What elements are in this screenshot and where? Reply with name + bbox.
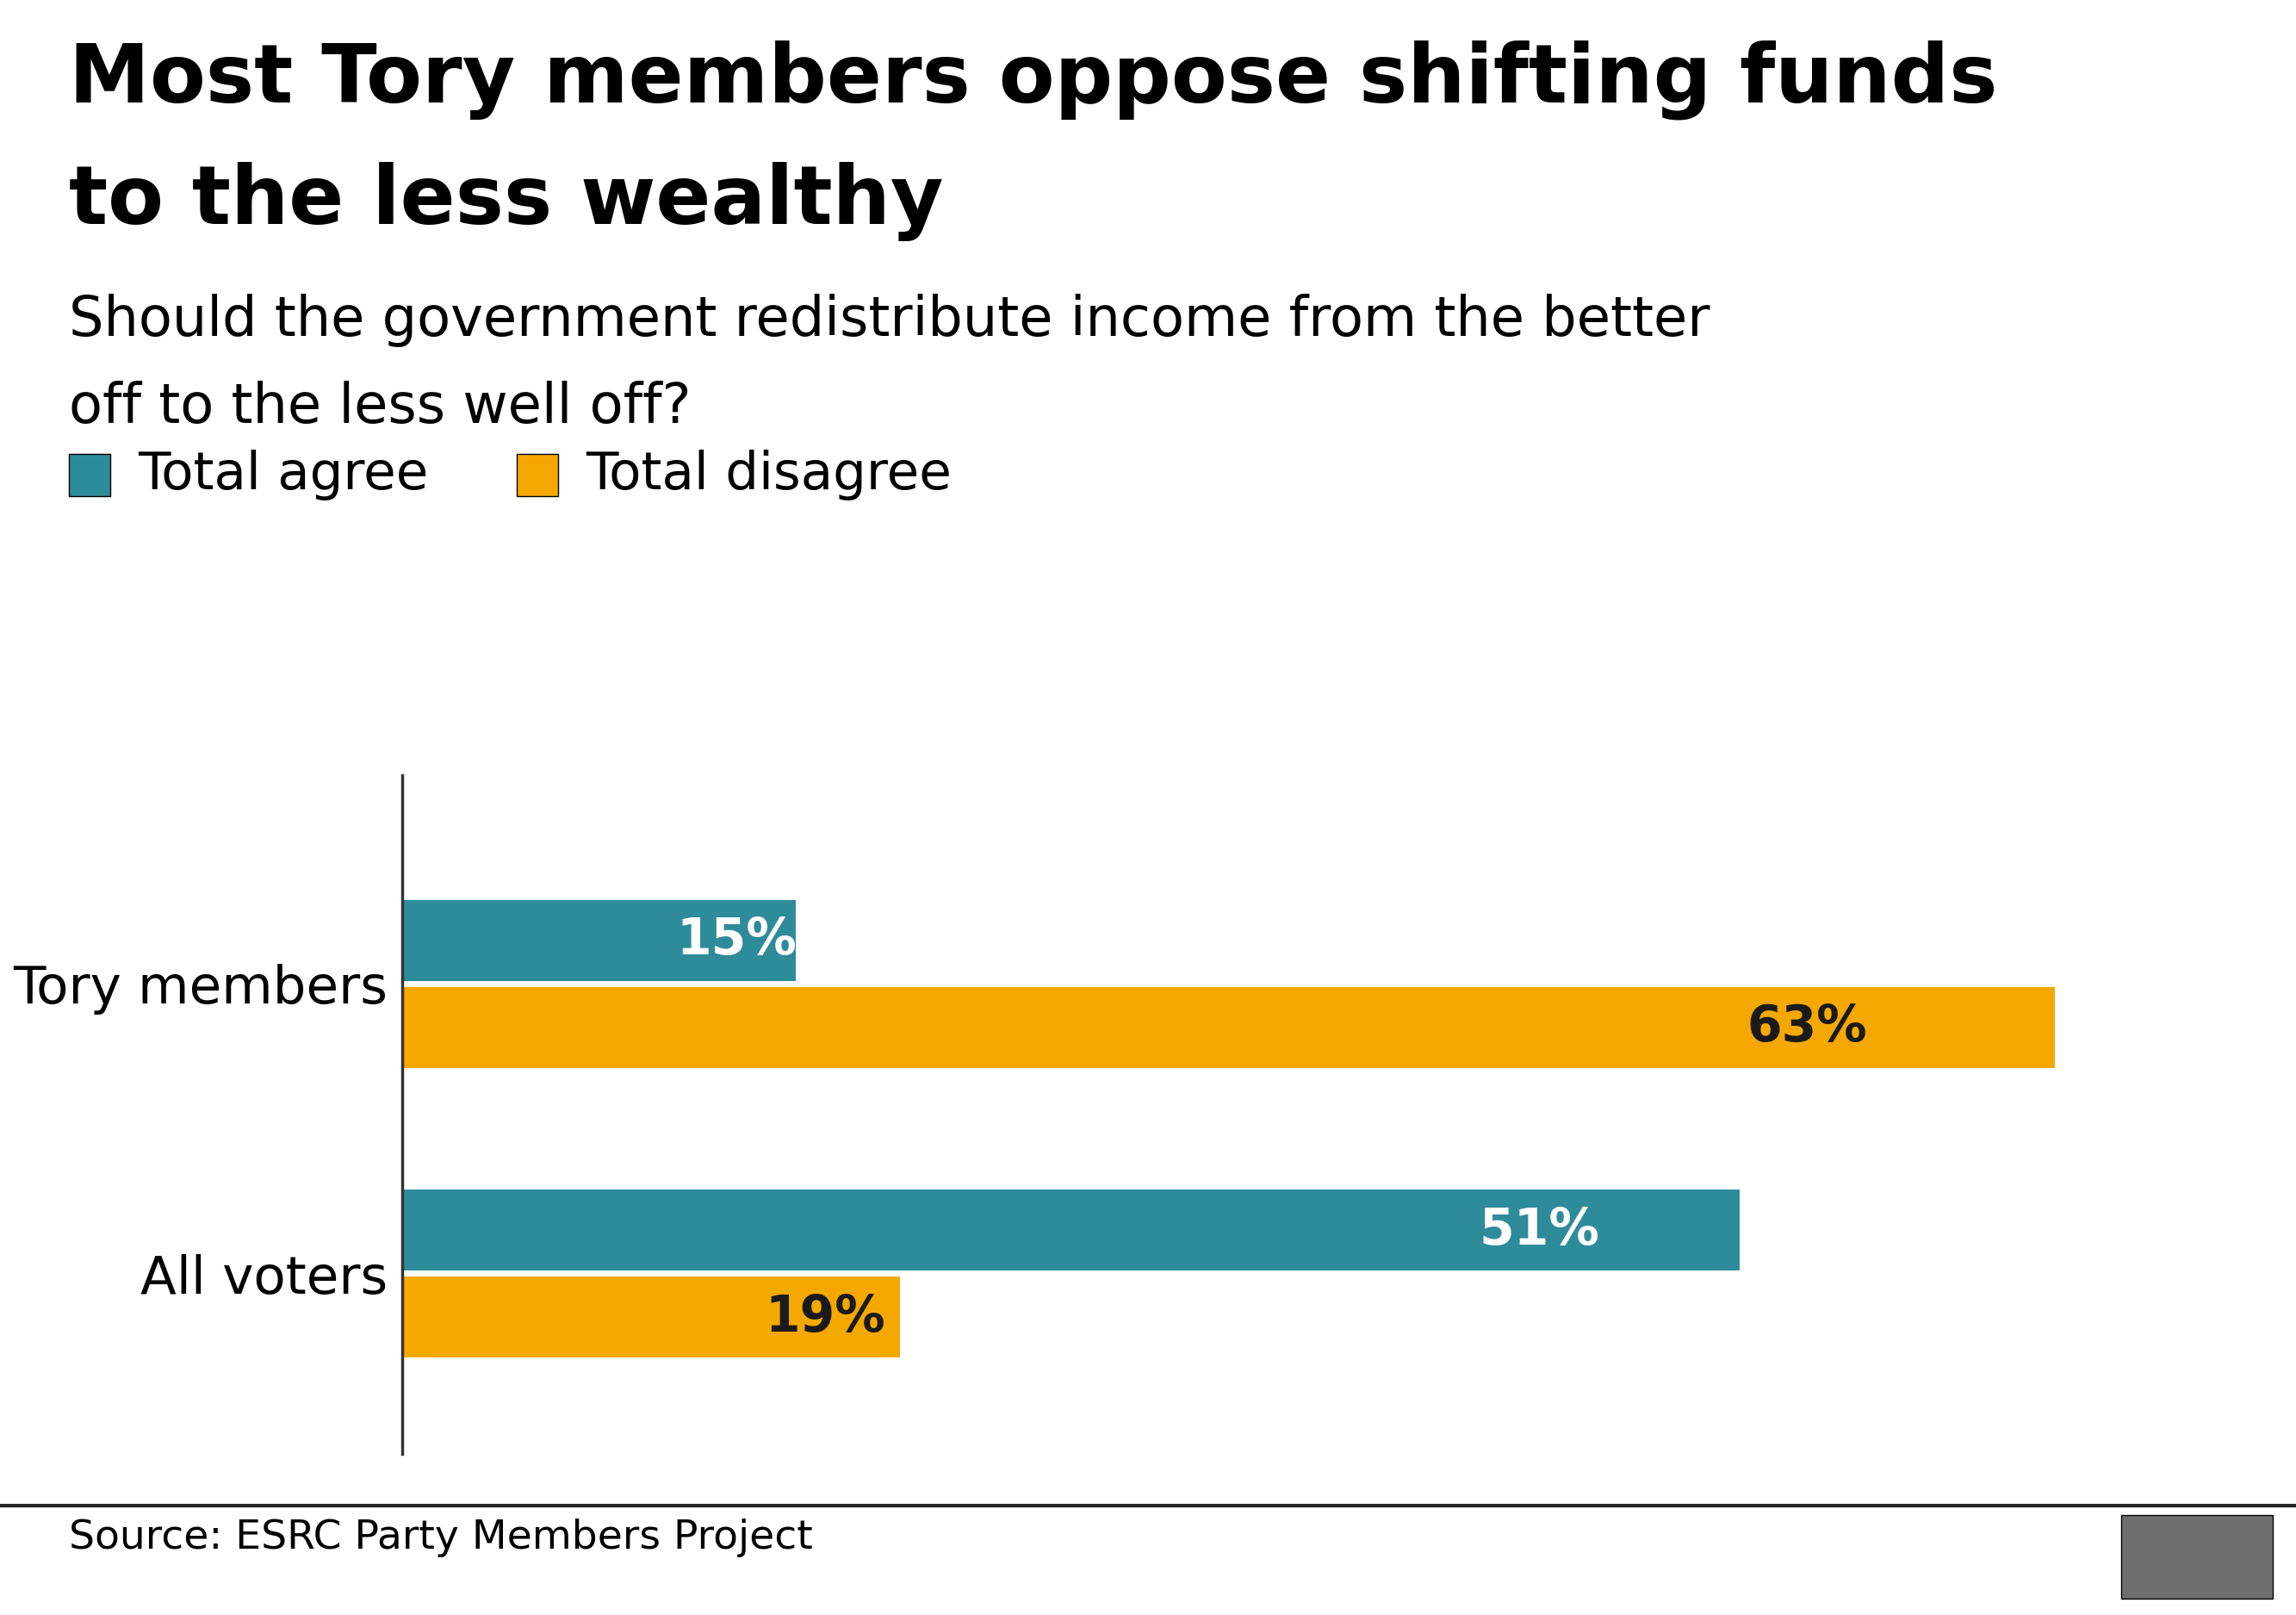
Text: 63%: 63% <box>1747 1003 1867 1051</box>
Text: 19%: 19% <box>765 1292 886 1342</box>
Text: to the less wealthy: to the less wealthy <box>69 162 944 241</box>
Bar <box>402 900 794 980</box>
Text: Total agree: Total agree <box>138 449 429 501</box>
Text: off to the less well off?: off to the less well off? <box>69 381 691 434</box>
Text: 51%: 51% <box>1479 1206 1600 1255</box>
Text: Most Tory members oppose shifting funds: Most Tory members oppose shifting funds <box>69 40 1998 120</box>
Bar <box>402 1277 900 1358</box>
Text: Total disagree: Total disagree <box>585 449 951 501</box>
Bar <box>402 987 2055 1068</box>
Bar <box>402 1190 1740 1271</box>
Text: Source: ESRC Party Members Project: Source: ESRC Party Members Project <box>69 1518 813 1557</box>
Text: Should the government redistribute income from the better: Should the government redistribute incom… <box>69 294 1711 347</box>
Text: 15%: 15% <box>675 916 797 966</box>
Text: BBC: BBC <box>2140 1533 2255 1581</box>
